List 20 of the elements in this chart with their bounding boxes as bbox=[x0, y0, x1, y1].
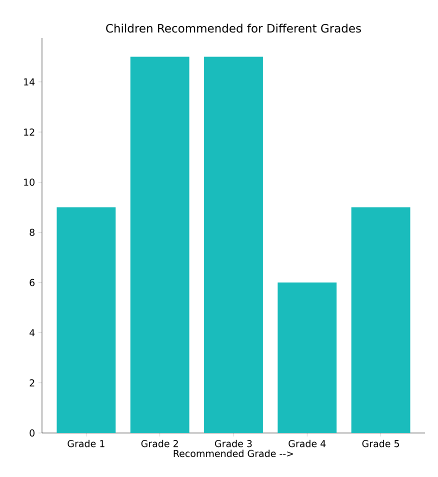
x-tick-label: Grade 4 bbox=[288, 440, 326, 448]
y-tick-label: 0 bbox=[30, 429, 34, 437]
bar bbox=[130, 56, 190, 433]
y-tick-label: 4 bbox=[30, 329, 35, 336]
y-tick-label: 6 bbox=[30, 278, 35, 286]
chart-title: Children Recommended for Different Grades bbox=[106, 24, 361, 33]
y-tick-label: 10 bbox=[24, 178, 34, 186]
x-axis-title: Recommended Grade --> bbox=[174, 450, 294, 458]
x-tick-label: Grade 1 bbox=[68, 440, 104, 448]
bar bbox=[351, 207, 410, 433]
x-tick-label: Grade 2 bbox=[141, 440, 178, 448]
y-tick-label: 2 bbox=[30, 379, 34, 386]
x-tick-label: Grade 5 bbox=[362, 440, 399, 448]
bar bbox=[204, 56, 263, 433]
bar bbox=[56, 207, 116, 433]
x-tick-label: Grade 3 bbox=[215, 440, 252, 448]
y-tick-label: 8 bbox=[30, 228, 34, 236]
y-tick-label: 14 bbox=[24, 78, 35, 86]
y-tick-label: 12 bbox=[24, 128, 34, 136]
bar bbox=[278, 282, 337, 433]
